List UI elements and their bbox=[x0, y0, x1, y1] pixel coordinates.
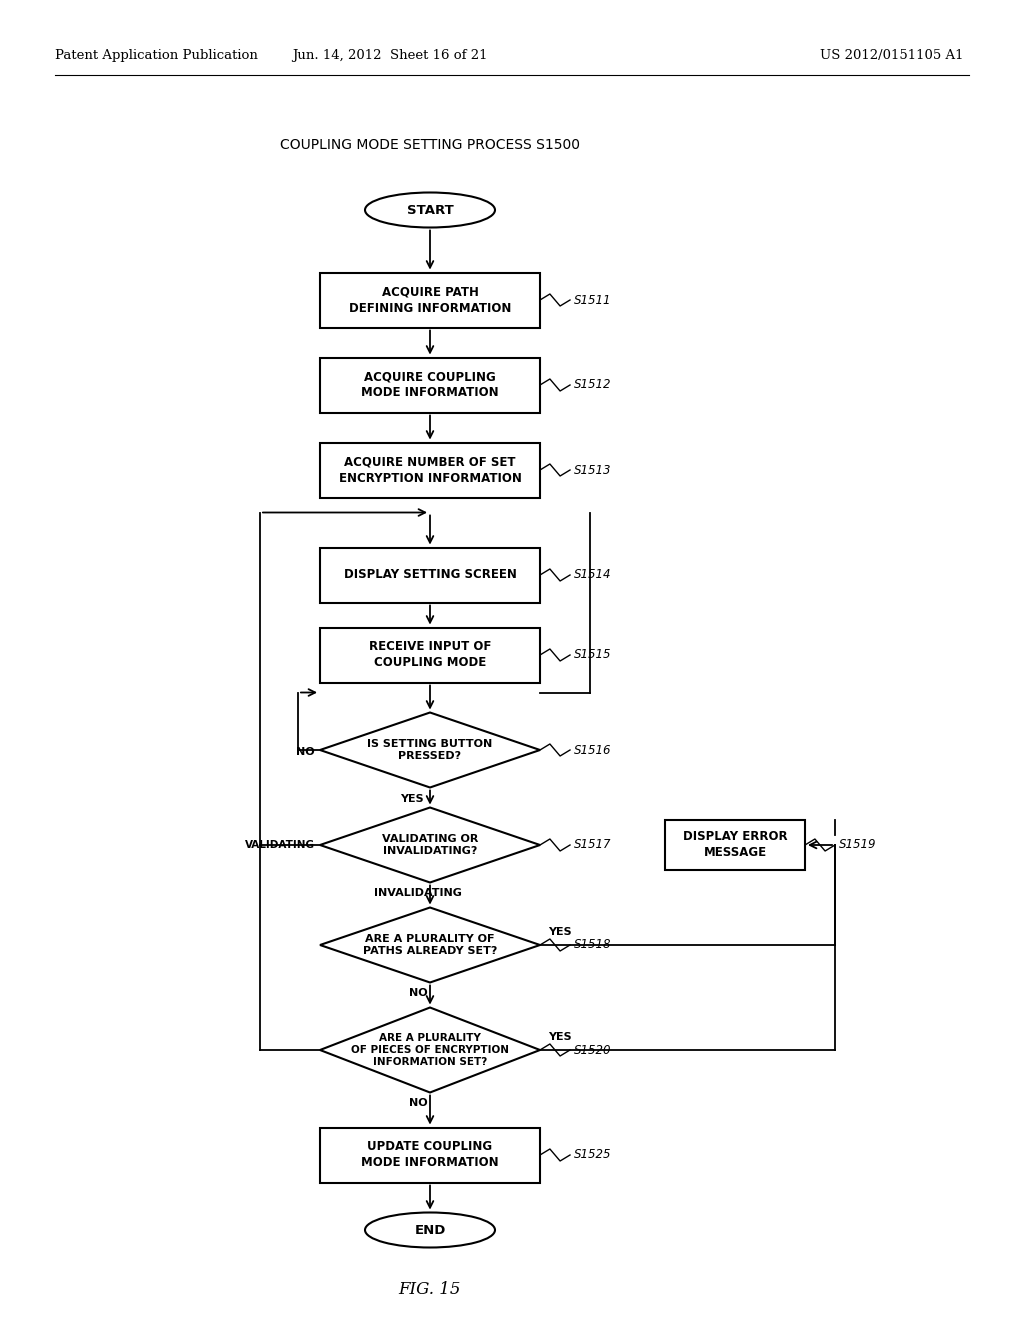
Text: Patent Application Publication: Patent Application Publication bbox=[55, 49, 258, 62]
Bar bbox=[319, 1127, 540, 1183]
Text: RECEIVE INPUT OF
COUPLING MODE: RECEIVE INPUT OF COUPLING MODE bbox=[369, 640, 492, 669]
Text: IS SETTING BUTTON
PRESSED?: IS SETTING BUTTON PRESSED? bbox=[368, 739, 493, 762]
Text: ARE A PLURALITY OF
PATHS ALREADY SET?: ARE A PLURALITY OF PATHS ALREADY SET? bbox=[362, 933, 498, 956]
Text: VALIDATING OR
INVALIDATING?: VALIDATING OR INVALIDATING? bbox=[382, 834, 478, 857]
Text: COUPLING MODE SETTING PROCESS S1500: COUPLING MODE SETTING PROCESS S1500 bbox=[280, 139, 580, 152]
Polygon shape bbox=[319, 908, 540, 982]
Text: YES: YES bbox=[400, 793, 424, 804]
Text: S1513: S1513 bbox=[574, 463, 611, 477]
Text: ACQUIRE COUPLING
MODE INFORMATION: ACQUIRE COUPLING MODE INFORMATION bbox=[361, 371, 499, 400]
Text: START: START bbox=[407, 203, 454, 216]
Text: S1520: S1520 bbox=[574, 1044, 611, 1056]
Bar bbox=[319, 548, 540, 602]
Bar bbox=[319, 627, 540, 682]
Text: END: END bbox=[415, 1224, 445, 1237]
Text: ACQUIRE PATH
DEFINING INFORMATION: ACQUIRE PATH DEFINING INFORMATION bbox=[349, 285, 511, 314]
Text: DISPLAY SETTING SCREEN: DISPLAY SETTING SCREEN bbox=[344, 569, 516, 582]
Text: ACQUIRE NUMBER OF SET
ENCRYPTION INFORMATION: ACQUIRE NUMBER OF SET ENCRYPTION INFORMA… bbox=[339, 455, 521, 484]
Text: INVALIDATING: INVALIDATING bbox=[374, 888, 462, 899]
Text: S1511: S1511 bbox=[574, 293, 611, 306]
Text: S1525: S1525 bbox=[574, 1148, 611, 1162]
Text: NO: NO bbox=[409, 1098, 427, 1109]
Text: S1517: S1517 bbox=[574, 838, 611, 851]
Text: NO: NO bbox=[296, 747, 315, 756]
Text: UPDATE COUPLING
MODE INFORMATION: UPDATE COUPLING MODE INFORMATION bbox=[361, 1140, 499, 1170]
Text: US 2012/0151105 A1: US 2012/0151105 A1 bbox=[820, 49, 964, 62]
Text: DISPLAY ERROR
MESSAGE: DISPLAY ERROR MESSAGE bbox=[683, 830, 787, 859]
Bar bbox=[665, 820, 805, 870]
Polygon shape bbox=[319, 808, 540, 883]
Text: VALIDATING: VALIDATING bbox=[245, 840, 315, 850]
Text: FIG. 15: FIG. 15 bbox=[398, 1282, 461, 1299]
Bar bbox=[319, 358, 540, 412]
Text: YES: YES bbox=[548, 927, 571, 937]
Ellipse shape bbox=[365, 1213, 495, 1247]
Bar bbox=[319, 442, 540, 498]
Text: S1519: S1519 bbox=[839, 838, 877, 851]
Polygon shape bbox=[319, 1007, 540, 1093]
Ellipse shape bbox=[365, 193, 495, 227]
Bar bbox=[319, 272, 540, 327]
Text: YES: YES bbox=[548, 1032, 571, 1041]
Text: S1512: S1512 bbox=[574, 379, 611, 392]
Text: S1518: S1518 bbox=[574, 939, 611, 952]
Text: S1515: S1515 bbox=[574, 648, 611, 661]
Text: S1516: S1516 bbox=[574, 743, 611, 756]
Text: S1514: S1514 bbox=[574, 569, 611, 582]
Text: ARE A PLURALITY
OF PIECES OF ENCRYPTION
INFORMATION SET?: ARE A PLURALITY OF PIECES OF ENCRYPTION … bbox=[351, 1032, 509, 1068]
Polygon shape bbox=[319, 713, 540, 788]
Text: Jun. 14, 2012  Sheet 16 of 21: Jun. 14, 2012 Sheet 16 of 21 bbox=[292, 49, 487, 62]
Text: NO: NO bbox=[409, 989, 427, 998]
